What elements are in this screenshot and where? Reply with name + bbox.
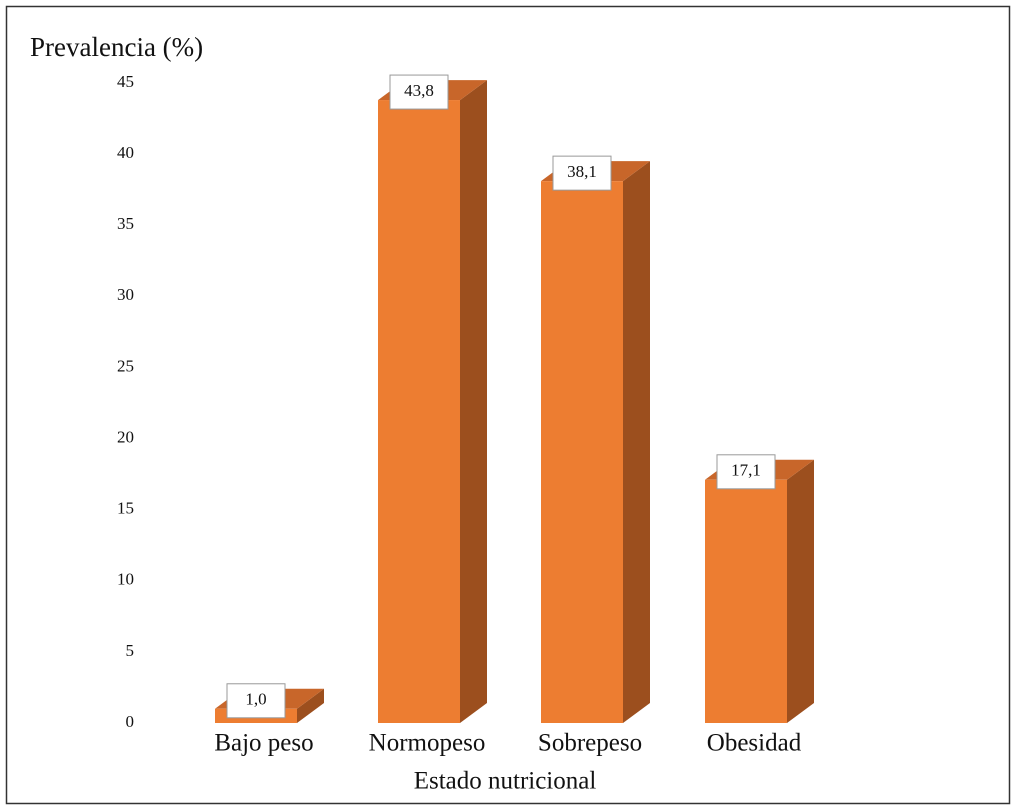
value-label: 17,1 [731,461,761,480]
y-tick-label: 0 [126,712,135,731]
bar-side [623,161,650,724]
bar-side [460,80,487,724]
y-tick-label: 10 [117,570,134,589]
bar [705,479,787,723]
y-axis-label: Prevalencia (%) [30,32,203,62]
x-axis-label: Estado nutricional [414,768,597,795]
bar-side [787,459,814,723]
value-label: 38,1 [567,162,597,181]
x-tick-label: Normopeso [369,730,486,757]
y-tick-label: 35 [117,214,134,233]
value-label-box [389,74,449,110]
bar [378,100,460,724]
bar-side [297,688,324,723]
y-tick-label: 5 [126,641,135,660]
y-tick-label: 20 [117,427,134,446]
value-label-box [716,454,776,490]
y-tick-label: 40 [117,143,134,162]
y-tick-label: 15 [117,499,134,518]
chart-frame [5,5,1011,805]
value-label: 43,8 [404,81,434,100]
y-tick-label: 45 [117,72,134,91]
bar [541,181,623,724]
y-tick-label: 25 [117,356,134,375]
value-label-box [552,155,612,191]
x-tick-label: Obesidad [707,730,802,757]
x-tick-label: Bajo peso [214,730,313,757]
y-tick-label: 30 [117,285,134,304]
x-tick-label: Sobrepeso [538,730,642,757]
value-label-box [226,683,286,719]
value-label: 1,0 [245,690,266,709]
